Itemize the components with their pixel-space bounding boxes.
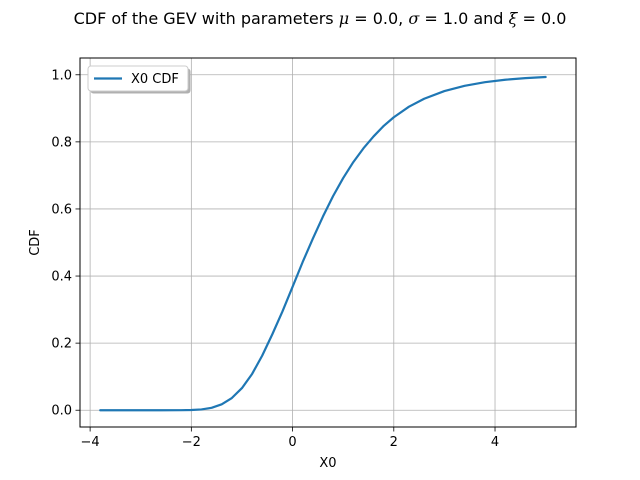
chart-title: CDF of the GEV with parameters μ = 0.0, … bbox=[74, 9, 567, 28]
title-param-xi-value: = 0.0 bbox=[517, 9, 566, 28]
title-and: and bbox=[468, 9, 508, 28]
legend-label: X0 CDF bbox=[131, 72, 179, 87]
title-param-xi-symbol: ξ bbox=[509, 9, 519, 28]
title-separator: , bbox=[398, 9, 408, 28]
title-param-sigma-value: = 1.0 bbox=[419, 9, 468, 28]
x-tick-label: 2 bbox=[390, 435, 398, 450]
title-param-mu-symbol: μ bbox=[339, 9, 349, 28]
title-param-sigma-symbol: σ bbox=[408, 9, 420, 28]
legend: X0 CDF bbox=[87, 65, 191, 94]
grid-lines bbox=[80, 58, 576, 427]
x-tick-label: −4 bbox=[81, 435, 100, 450]
y-tick-label: 1.0 bbox=[51, 68, 72, 83]
title-prefix: CDF of the GEV with parameters bbox=[74, 9, 339, 28]
axes-frame bbox=[79, 57, 577, 428]
y-tick-label: 0.0 bbox=[51, 404, 72, 419]
y-axis-ticks: 0.0 0.2 0.4 0.6 0.8 1.0 bbox=[51, 68, 80, 419]
y-axis-label: CDF bbox=[28, 229, 43, 256]
y-tick-label: 0.8 bbox=[51, 135, 72, 150]
x-tick-label: 4 bbox=[491, 435, 499, 450]
x-axis-ticks: −4 −2 0 2 4 bbox=[81, 427, 499, 450]
x-tick-label: 0 bbox=[288, 435, 296, 450]
x-tick-label: −2 bbox=[182, 435, 201, 450]
legend-box bbox=[87, 65, 189, 92]
cdf-series-line bbox=[99, 75, 547, 412]
x-axis-label: X0 bbox=[319, 456, 336, 471]
y-tick-label: 0.6 bbox=[51, 202, 72, 217]
plot-series bbox=[99, 75, 547, 412]
title-param-mu-value: = 0.0 bbox=[349, 9, 398, 28]
y-tick-label: 0.4 bbox=[51, 270, 72, 285]
y-tick-label: 0.2 bbox=[51, 337, 72, 352]
